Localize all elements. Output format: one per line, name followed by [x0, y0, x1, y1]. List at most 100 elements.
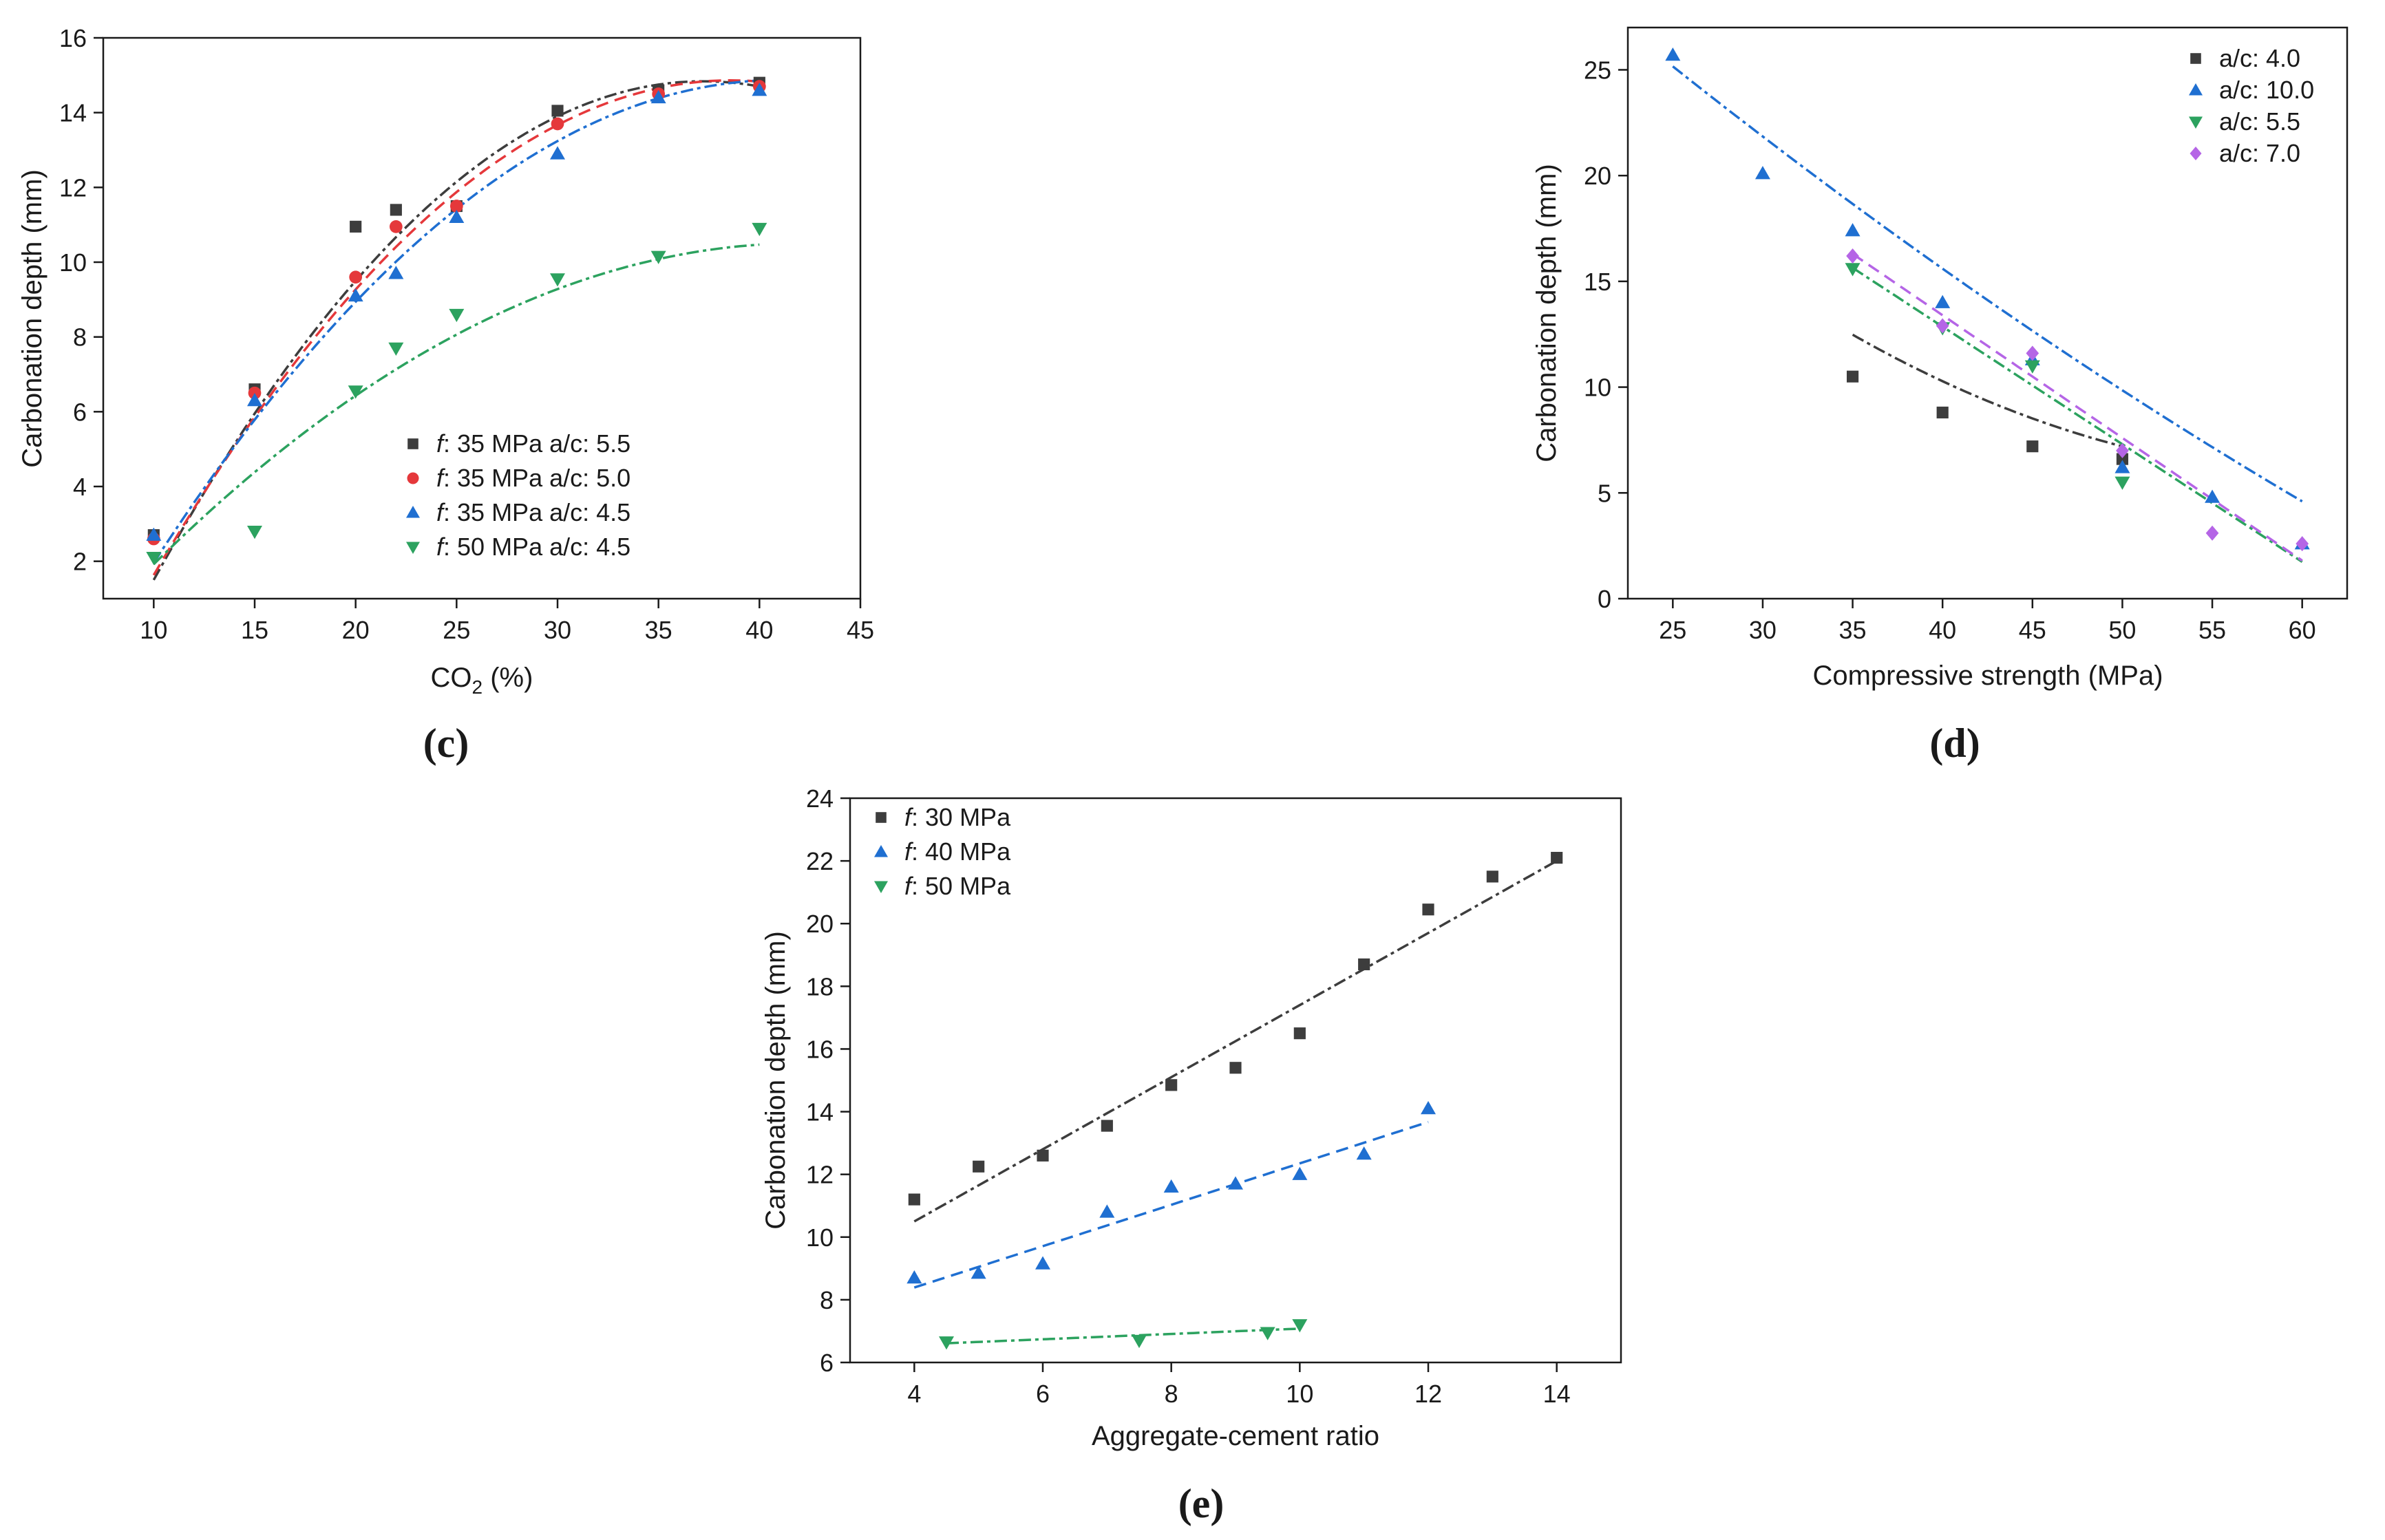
- legend-marker-series-2: [406, 506, 420, 518]
- data-point-series-0: [1358, 958, 1370, 971]
- fit-line-series-2: [946, 1327, 1300, 1345]
- data-point-series-2: [449, 209, 465, 224]
- y-tick-label: 0: [1598, 585, 1611, 613]
- data-point-series-3: [752, 222, 767, 237]
- data-point-series-1: [1755, 166, 1770, 180]
- chart-d-markers: [1665, 47, 2310, 552]
- data-point-series-1: [971, 1265, 986, 1279]
- chart-e-legend: f: 30 MPa f: 40 MPa f: 50 MPa: [874, 803, 1011, 900]
- y-tick-label: 14: [59, 99, 87, 127]
- data-point-series-1: [551, 117, 564, 131]
- data-point-series-0: [1165, 1079, 1178, 1091]
- chart-d-y-axis-label: Carbonation depth (mm): [1531, 164, 1562, 462]
- data-point-series-1: [1356, 1146, 1372, 1160]
- y-tick-label: 22: [806, 847, 834, 875]
- y-tick-label: 6: [73, 398, 87, 426]
- data-point-series-2: [2024, 360, 2040, 374]
- data-point-series-2: [1845, 263, 1861, 277]
- y-tick-label: 25: [1584, 56, 1611, 84]
- x-tick-label: 8: [1165, 1380, 1178, 1408]
- panel-label-c: (c): [423, 720, 469, 766]
- y-tick-label: 2: [73, 548, 87, 576]
- data-point-series-2: [388, 266, 404, 279]
- legend-marker-series-3: [2190, 147, 2202, 160]
- data-point-series-0: [1486, 870, 1498, 883]
- chart-e-ticks: 4 6 8 10 12 14 6 8 10 12 14 16 18 20 22 24: [806, 784, 1571, 1408]
- data-point-series-0: [551, 105, 564, 117]
- chart-c-markers: [146, 76, 767, 566]
- data-point-series-3: [2205, 525, 2219, 541]
- x-tick-label: 12: [1414, 1380, 1442, 1408]
- x-tick-label: 15: [241, 616, 268, 644]
- legend-marker-series-0: [2190, 53, 2201, 64]
- data-point-series-0: [973, 1160, 985, 1173]
- x-tick-label: 45: [2019, 616, 2046, 644]
- data-point-series-3: [650, 250, 666, 264]
- y-tick-label: 12: [806, 1161, 834, 1189]
- data-point-series-2: [1292, 1319, 1308, 1333]
- data-point-series-3: [1936, 318, 1949, 334]
- y-tick-label: 8: [820, 1286, 834, 1314]
- legend-label-series-0: f: 30 MPa: [904, 803, 1011, 831]
- chart-d-ticks: 25 30 35 40 45 50 55 60 0 5 10 15 20 25: [1584, 56, 2316, 644]
- legend-marker-series-0: [407, 438, 418, 449]
- y-tick-label: 16: [806, 1035, 834, 1063]
- fit-line-series-3: [1852, 253, 2303, 562]
- chart-e-y-axis-label: Carbonation depth (mm): [761, 931, 791, 1230]
- legend-label-series-0: f: 35 MPa a/c: 5.5: [436, 429, 630, 458]
- chart-c-plot-frame: [102, 36, 862, 600]
- data-point-series-1: [1421, 1101, 1436, 1115]
- x-tick-label: 45: [847, 616, 874, 644]
- x-tick-label: 20: [342, 616, 370, 644]
- chart-c-x-label-sub: 2: [472, 676, 483, 698]
- x-tick-label: 60: [2289, 616, 2316, 644]
- data-point-series-1: [1935, 295, 1951, 308]
- data-point-series-0: [1293, 1027, 1306, 1040]
- panel-label-d: (d): [1929, 720, 1980, 766]
- data-point-series-0: [2116, 453, 2129, 465]
- panel-label-e: (e): [1178, 1481, 1225, 1526]
- chart-c: 10 15 20 25 30 35 40 45 2 4 6 8 10 12 14 16 Carbonation…: [17, 24, 874, 766]
- legend-label-series-2: a/c: 5.5: [2219, 107, 2300, 136]
- x-tick-label: 25: [443, 616, 470, 644]
- data-point-series-2: [1260, 1327, 1275, 1340]
- x-tick-label: 4: [907, 1380, 921, 1408]
- chart-e-fits: [913, 859, 1558, 1345]
- legend-label-series-3: f: 50 MPa a/c: 4.5: [436, 533, 630, 561]
- chart-c-x-label-tail: (%): [483, 663, 533, 693]
- legend-label-series-1: f: 35 MPa a/c: 5.0: [436, 464, 630, 492]
- legend-label-series-3: a/c: 7.0: [2219, 139, 2300, 167]
- data-point-series-1: [1163, 1179, 1179, 1193]
- chart-d: 25 30 35 40 45 50 55 60 0 5 10 15 20 25 Carbonation d…: [1531, 26, 2349, 766]
- x-tick-label: 40: [745, 616, 773, 644]
- data-point-series-3: [2026, 345, 2039, 361]
- data-point-series-1: [1035, 1256, 1050, 1270]
- chart-c-legend: f: 35 MPa a/c: 5.5 f: 35 MPa a/c: 5.0 f: 3…: [406, 429, 630, 561]
- data-point-series-0: [390, 204, 402, 216]
- chart-e-markers: [907, 851, 1563, 1350]
- y-tick-label: 18: [806, 972, 834, 1001]
- data-point-series-0: [350, 220, 362, 233]
- data-point-series-2: [2114, 476, 2130, 490]
- legend-label-series-2: f: 35 MPa a/c: 4.5: [436, 498, 630, 526]
- x-tick-label: 25: [1659, 616, 1686, 644]
- y-tick-label: 10: [806, 1223, 834, 1252]
- data-point-series-0: [1037, 1149, 1049, 1162]
- y-tick-label: 16: [59, 24, 87, 52]
- y-tick-label: 20: [1584, 162, 1611, 190]
- legend-marker-series-0: [876, 812, 887, 823]
- data-point-series-2: [752, 83, 767, 96]
- chart-c-x-label-main: CO: [431, 663, 472, 693]
- y-tick-label: 10: [59, 248, 87, 277]
- x-tick-label: 14: [1543, 1380, 1571, 1408]
- x-tick-label: 40: [1929, 616, 1956, 644]
- data-point-series-3: [449, 308, 465, 323]
- chart-e-x-axis-label: Aggregate-cement ratio: [1092, 1421, 1379, 1451]
- data-point-series-0: [2026, 440, 2039, 453]
- data-point-series-0: [1229, 1062, 1242, 1074]
- fit-line-series-0: [1852, 333, 2123, 448]
- data-point-series-1: [1665, 47, 1681, 61]
- data-point-series-3: [247, 525, 262, 539]
- legend-marker-series-2: [2189, 116, 2203, 129]
- y-tick-label: 5: [1598, 479, 1611, 507]
